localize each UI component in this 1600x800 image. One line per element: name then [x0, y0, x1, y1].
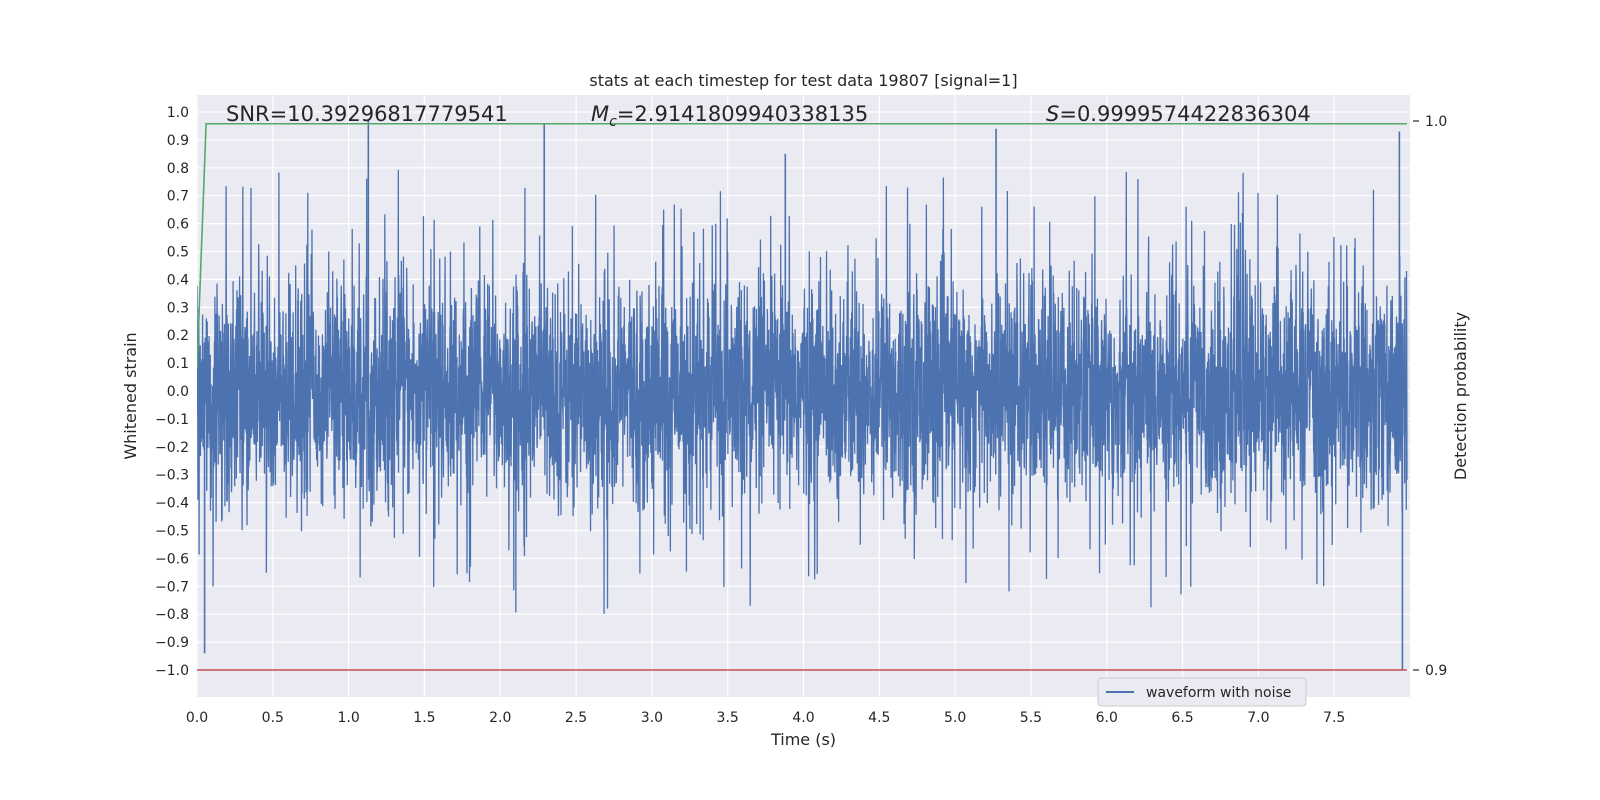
y2-tick-label: 0.9 — [1425, 663, 1447, 679]
y-tick-label: −0.1 — [155, 412, 189, 428]
x-tick-label: 1.5 — [413, 710, 435, 726]
y-tick-label: −0.8 — [155, 607, 189, 623]
score-value: =0.9999574422836304 — [1059, 102, 1310, 126]
chirp-mass-subscript: c — [609, 114, 617, 130]
y-tick-label: −0.6 — [155, 551, 189, 567]
y2-ticks: 1.0 0.9 — [1413, 114, 1447, 679]
y-tick-label: −0.5 — [155, 524, 189, 540]
x-tick-label: 7.0 — [1247, 710, 1269, 726]
y-tick-label: −1.0 — [155, 663, 189, 679]
y2-tick-label: 1.0 — [1425, 114, 1447, 130]
chirp-mass-annotation: Mc=2.9141809940338135 — [591, 102, 868, 130]
y-tick-label: 1.0 — [167, 105, 189, 121]
x-tick-label: 1.0 — [337, 710, 359, 726]
x-tick-label: 0.0 — [186, 710, 208, 726]
y-tick-label: 0.0 — [167, 384, 189, 400]
snr-annotation: SNR=10.39296817779541 — [226, 102, 508, 126]
y-tick-label: −0.7 — [155, 579, 189, 595]
chirp-mass-symbol: M — [591, 102, 609, 126]
x-tick-label: 6.5 — [1171, 710, 1193, 726]
y-tick-label: 0.4 — [167, 272, 189, 288]
series-detection-probability — [197, 122, 1407, 369]
legend-box — [1097, 677, 1307, 707]
y-tick-label: 0.1 — [167, 356, 189, 372]
series-waveform-with-noise — [197, 169, 1408, 614]
x-axis-label: Time (s) — [770, 730, 836, 749]
x-tick-label: 3.5 — [717, 710, 739, 726]
y-tick-label: 0.9 — [167, 133, 189, 149]
x-tick-label: 4.5 — [868, 710, 890, 726]
x-tick-label: 5.5 — [1020, 710, 1042, 726]
x-tick-label: 0.5 — [262, 710, 284, 726]
score-symbol: S — [1046, 102, 1059, 126]
y-tick-label: −0.2 — [155, 440, 189, 456]
chirp-mass-value: =2.9141809940338135 — [617, 102, 868, 126]
y-tick-label: −0.9 — [155, 635, 189, 651]
legend-label-waveform: waveform with noise — [1146, 685, 1291, 701]
y-ticks: 1.0 0.9 0.8 0.7 0.6 0.5 0.4 0.3 0.2 0.1 0.0 −0.1 −0.… — [155, 105, 189, 679]
x-tick-label: 3.0 — [641, 710, 663, 726]
y-tick-label: 0.8 — [167, 161, 189, 177]
x-tick-label: 2.5 — [565, 710, 587, 726]
y-tick-label: 0.6 — [167, 217, 189, 233]
series-layer — [197, 120, 1408, 671]
y-tick-label: −0.4 — [155, 496, 189, 512]
y-axis-label: Whitened strain — [121, 332, 140, 459]
y-tick-label: 0.2 — [167, 328, 189, 344]
x-tick-label: 4.0 — [792, 710, 814, 726]
legend: waveform with noise — [1097, 677, 1307, 707]
chart-title: stats at each timestep for test data 198… — [589, 71, 1017, 90]
y2-axis-label: Detection probability — [1451, 312, 1470, 480]
x-ticks: 0.0 0.5 1.0 1.5 2.0 2.5 3.0 3.5 4.0 4.5 5.0 5.5 6.0 6… — [186, 710, 1345, 726]
y-tick-label: −0.3 — [155, 468, 189, 484]
y-tick-label: 0.5 — [167, 245, 189, 261]
x-tick-label: 5.0 — [944, 710, 966, 726]
y-tick-label: 0.3 — [167, 300, 189, 316]
y-tick-label: 0.7 — [167, 189, 189, 205]
x-tick-label: 2.0 — [489, 710, 511, 726]
x-tick-label: 7.5 — [1323, 710, 1345, 726]
x-tick-label: 6.0 — [1096, 710, 1118, 726]
score-annotation: S=0.9999574422836304 — [1046, 102, 1311, 126]
